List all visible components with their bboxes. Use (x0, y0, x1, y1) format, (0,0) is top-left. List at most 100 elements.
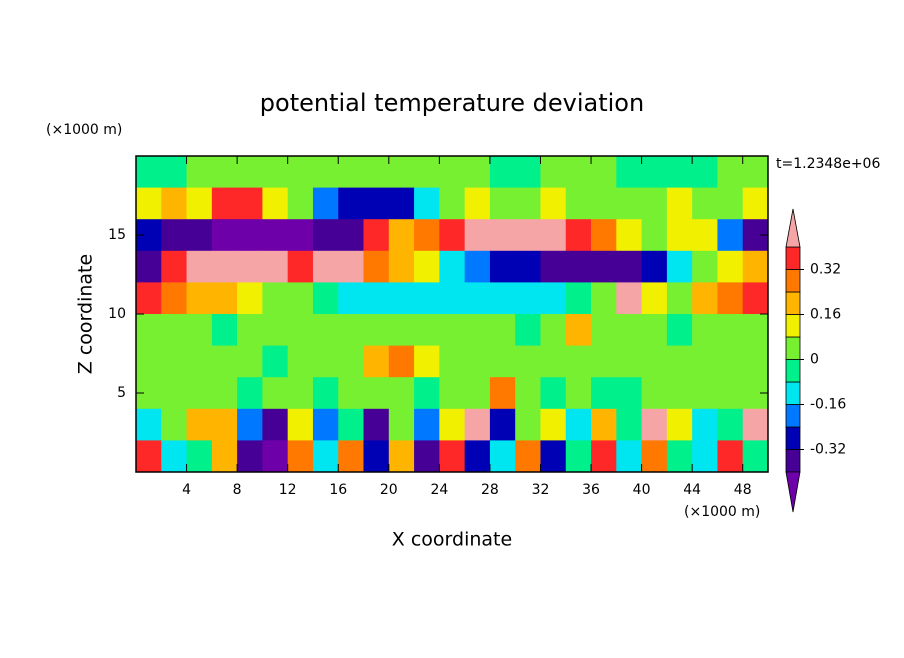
field-cell (515, 440, 541, 473)
field-cell (388, 377, 415, 410)
field-cell (641, 250, 668, 283)
field-cell (515, 408, 541, 441)
field-cell (287, 345, 314, 378)
field-cell (338, 187, 364, 220)
field-cell (312, 187, 339, 220)
field-cell (616, 377, 642, 410)
field-cell (439, 282, 466, 315)
field-cell (489, 345, 516, 378)
field-cell (262, 377, 289, 410)
field-cell (388, 314, 415, 346)
x-tick-label: 44 (683, 482, 701, 498)
field-cell (388, 440, 415, 473)
field-cell (161, 187, 187, 220)
field-cell (641, 345, 668, 378)
colorbar-box (785, 359, 801, 383)
field-cell (666, 250, 693, 283)
field-cell (211, 345, 238, 378)
field-cell (439, 377, 466, 410)
colorbar-box (785, 381, 801, 405)
field-cell (692, 345, 718, 378)
x-tick-label: 8 (233, 482, 242, 498)
field-cell (237, 187, 263, 220)
field-cell (515, 377, 541, 410)
x-tick-label: 48 (734, 482, 752, 498)
field-cell (591, 219, 617, 252)
field-cell (237, 250, 263, 283)
field-cell (616, 314, 642, 346)
field-cell (312, 314, 339, 346)
field-cell (616, 187, 642, 220)
colorbar-box (785, 426, 801, 450)
field-cell (211, 156, 238, 188)
field-cell (312, 408, 339, 441)
field-cell (414, 314, 440, 346)
field-cell (186, 440, 213, 473)
field-cell (439, 219, 466, 252)
field-cell (211, 250, 238, 283)
colorbar-box (785, 404, 801, 428)
colorbar-bottom-triangle (785, 471, 801, 513)
x-tick-label: 4 (182, 482, 191, 498)
field-cell (136, 345, 162, 378)
chart-title: potential temperature deviation (260, 89, 644, 117)
y-tick-label: 10 (108, 306, 126, 322)
field-cell (742, 440, 769, 473)
field-cell (186, 377, 213, 410)
field-cell (287, 156, 314, 188)
field-cell (742, 282, 769, 315)
field-cell (237, 408, 263, 441)
field-cell (262, 187, 289, 220)
field-cell (591, 440, 617, 473)
field-cell (616, 282, 642, 315)
field-cell (540, 282, 567, 315)
field-cell (262, 345, 289, 378)
field-cell (717, 156, 744, 188)
field-cell (717, 440, 744, 473)
field-cell (211, 440, 238, 473)
x-tick-label: 20 (380, 482, 398, 498)
field-cell (464, 345, 491, 378)
field-cell (591, 250, 617, 283)
field-cell (717, 219, 744, 252)
field-cell (641, 219, 668, 252)
field-cell (262, 282, 289, 315)
field-cell (363, 408, 390, 441)
colorbar-label: 0.32 (810, 262, 841, 278)
field-cell (211, 282, 238, 315)
field-cell (414, 377, 440, 410)
field-cell (666, 408, 693, 441)
field-cell (186, 314, 213, 346)
x-tick-label: 28 (481, 482, 499, 498)
field-cell (363, 377, 390, 410)
field-cell (616, 345, 642, 378)
field-cell (237, 440, 263, 473)
y-tick-label: 15 (108, 227, 126, 243)
field-cell (489, 408, 516, 441)
field-cell (439, 187, 466, 220)
field-cell (515, 187, 541, 220)
field-cell (540, 314, 567, 346)
field-cell (515, 250, 541, 283)
field-cell (591, 314, 617, 346)
field-cell (616, 219, 642, 252)
field-cell (666, 282, 693, 315)
field-cell (717, 250, 744, 283)
field-cell (666, 377, 693, 410)
field-cell (489, 187, 516, 220)
x-tick-label: 32 (532, 482, 550, 498)
field-cell (641, 408, 668, 441)
field-cell (388, 250, 415, 283)
field-cell (540, 250, 567, 283)
field-cell (692, 187, 718, 220)
field-cell (414, 345, 440, 378)
field-cell (489, 314, 516, 346)
field-cell (692, 377, 718, 410)
field-cell (692, 250, 718, 283)
field-cell (211, 187, 238, 220)
field-cell (312, 377, 339, 410)
field-cell (565, 187, 592, 220)
field-cell (692, 440, 718, 473)
field-cell (338, 440, 364, 473)
